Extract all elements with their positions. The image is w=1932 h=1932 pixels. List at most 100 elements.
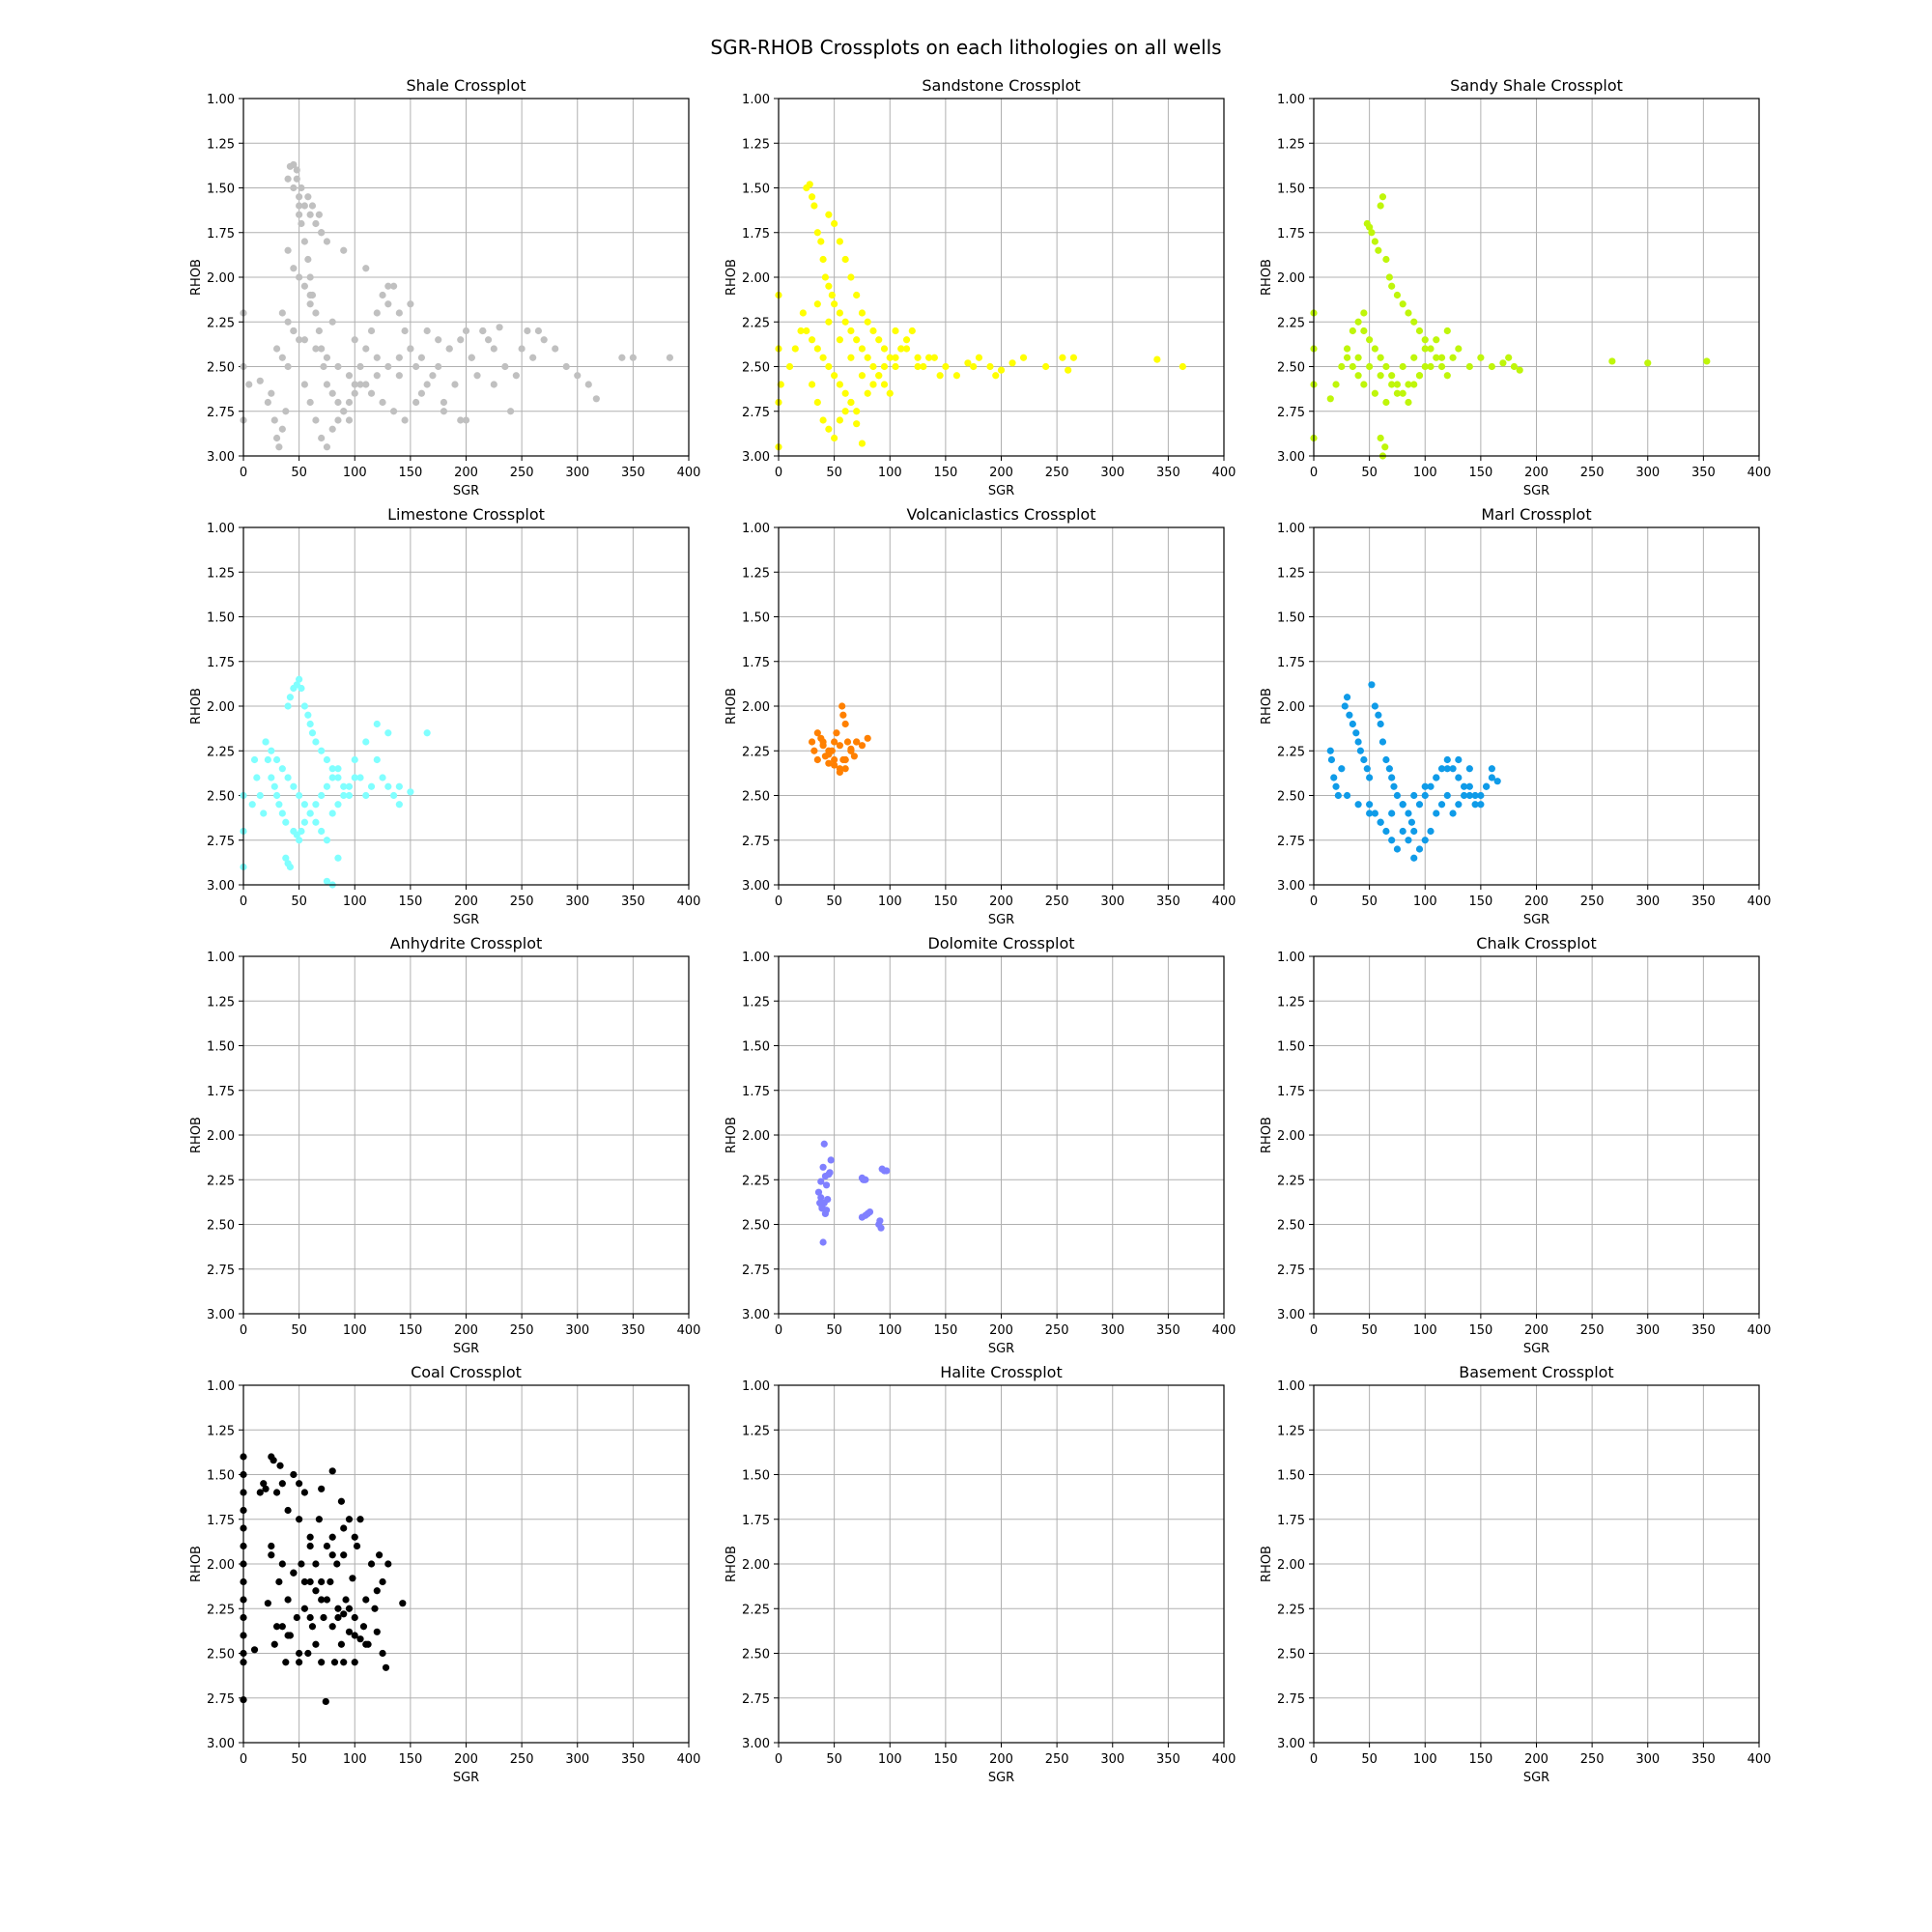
subplot-10: Coal Crossplot 0 50 100 150 200 250 300 350 400 1.… [189,1363,700,1785]
scatter-point [323,1542,331,1550]
scatter-point [831,738,838,746]
scatter-point [395,801,403,809]
x-tick-label: 350 [621,1323,645,1338]
scatter-point [312,818,320,826]
x-axis-label: SGR [1523,1342,1549,1356]
y-tick-label: 3.00 [1277,1308,1305,1322]
scatter-point [286,694,295,701]
x-tick-label: 50 [291,1323,307,1338]
scatter-point [1377,354,1384,361]
x-tick-label: 200 [1524,895,1548,909]
scatter-point [1349,362,1356,371]
scatter-point [858,742,867,750]
y-tick-label: 1.50 [207,1040,235,1055]
scatter-point [345,398,354,407]
x-tick-label: 0 [240,1323,247,1338]
x-tick-label: 200 [989,1323,1013,1338]
scatter-point [876,1217,884,1225]
y-tick-label: 2.00 [742,1558,770,1573]
scatter-point [276,1462,284,1469]
subplot-9: Chalk Crossplot 0 50 100 150 200 250 300 350 400 1… [1260,934,1771,1356]
scatter-point [831,434,838,442]
scatter-point [833,729,840,737]
x-tick-label: 150 [1468,1752,1492,1767]
scatter-point [831,761,838,769]
scatter-point [831,372,838,380]
scatter-point [462,416,470,424]
scatter-point [278,354,286,361]
scatter-point [306,810,314,817]
scatter-point [270,1640,278,1648]
x-tick-label: 350 [1156,466,1180,480]
scatter-point [847,327,855,335]
scatter-point [300,1577,308,1586]
scatter-point [819,255,827,264]
y-tick-label: 3.00 [742,1737,770,1751]
scatter-point [337,1640,346,1648]
scatter-point [490,345,497,353]
scatter-point [312,219,320,228]
scatter-point [808,381,816,388]
scatter-point [334,854,342,862]
x-tick-label: 100 [1413,895,1437,909]
scatter-point [296,1659,303,1666]
scatter-point [278,425,286,433]
x-tick-label: 250 [1580,1752,1605,1767]
scatter-point [351,381,358,388]
scatter-point [850,753,858,760]
scatter-point [875,372,883,380]
scatter-point [869,362,877,371]
scatter-point [284,175,292,183]
scatter-point [1465,362,1473,371]
x-tick-label: 50 [1361,466,1378,480]
scatter-point [373,755,381,764]
scatter-point [389,408,398,415]
scatter-point [1346,711,1353,719]
scatter-point [256,791,264,800]
scatter-point [1516,366,1523,374]
scatter-point [384,782,392,790]
y-tick-label: 1.75 [742,1085,770,1099]
subplot-11: Halite Crossplot 0 50 100 150 200 250 300 350 400… [724,1363,1236,1785]
x-tick-label: 400 [677,1323,701,1338]
scatter-point [462,327,470,335]
figure-title: SGR-RHOB Crossplots on each lithologies … [710,36,1221,59]
x-tick-label: 150 [1468,1323,1492,1338]
scatter-point [334,362,342,371]
subplot-3: Sandy Shale Crossplot 0 50 100 150 200 250 300 3… [1260,76,1771,498]
x-tick-label: 100 [878,1752,902,1767]
scatter-point [1608,357,1616,365]
y-tick-label: 1.25 [207,566,235,581]
scatter-point [1427,345,1435,353]
scatter-point [264,755,271,764]
y-axis-label: RHOB [724,259,739,296]
x-tick-label: 200 [989,466,1013,480]
scatter-point [457,416,465,424]
y-tick-label: 2.75 [207,1264,235,1278]
y-tick-label: 1.50 [742,611,770,626]
scatter-point [880,381,889,388]
y-tick-label: 2.25 [207,1603,235,1617]
scatter-point [328,765,336,773]
x-tick-label: 0 [775,466,782,480]
scatter-point [1343,354,1351,361]
scatter-points [1310,193,1711,460]
scatter-point [479,327,487,335]
scatter-point [1405,837,1412,844]
scatter-point [1393,389,1402,397]
x-tick-label: 150 [933,895,957,909]
y-tick-label: 1.00 [742,951,770,965]
scatter-point [345,372,354,380]
scatter-point [1065,366,1072,374]
scatter-point [813,345,821,353]
axes-frame [1313,98,1760,457]
y-tick-label: 2.25 [1277,316,1305,330]
scatter-point [417,389,425,397]
subplot-title: Halite Crossplot [940,1363,1062,1381]
scatter-point [986,362,994,371]
scatter-point [275,443,283,451]
scatter-point [356,1635,364,1643]
scatter-point [401,416,409,424]
y-tick-label: 3.00 [207,1737,235,1751]
subplot-6: Marl Crossplot 0 50 100 150 200 250 300 350 400 1.… [1260,505,1771,927]
